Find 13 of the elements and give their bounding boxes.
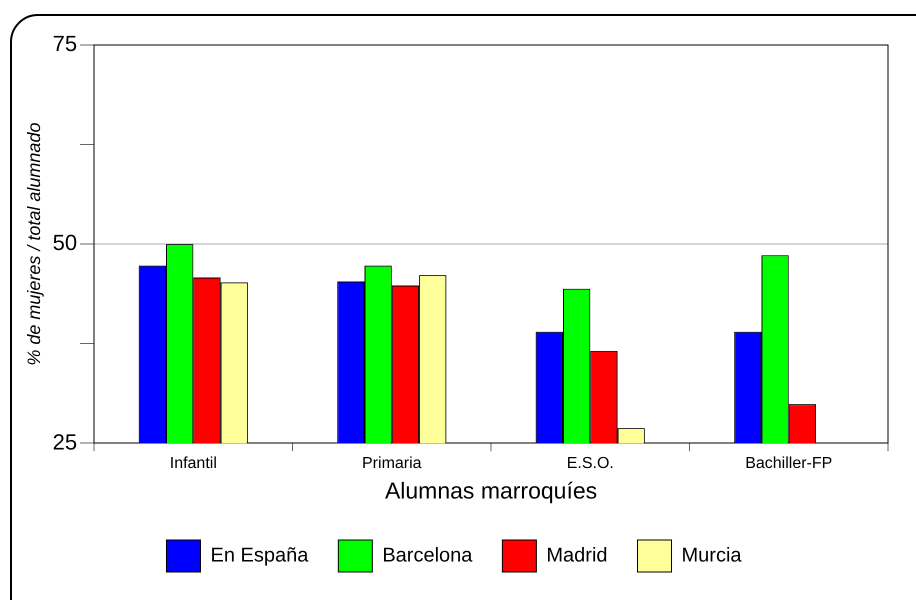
- legend-label: Barcelona: [382, 544, 474, 567]
- y-axis-title: % de mujeres / total alumnado: [24, 122, 44, 366]
- y-tick-label: 25: [52, 429, 78, 454]
- x-tick-label: Primaria: [362, 455, 422, 472]
- x-tick-label: Bachiller-FP: [745, 455, 832, 472]
- x-tick-label: Infantil: [170, 455, 217, 472]
- y-tick-label: 50: [52, 230, 78, 256]
- x-axis-title: Alumnas marroquíes: [384, 478, 598, 504]
- legend-label: Murcia: [682, 544, 742, 567]
- y-tick-label: 75: [52, 31, 78, 56]
- legend-label: Madrid: [546, 544, 608, 567]
- x-tick-label: E.S.O.: [566, 455, 614, 472]
- legend-label: En España: [210, 544, 310, 567]
